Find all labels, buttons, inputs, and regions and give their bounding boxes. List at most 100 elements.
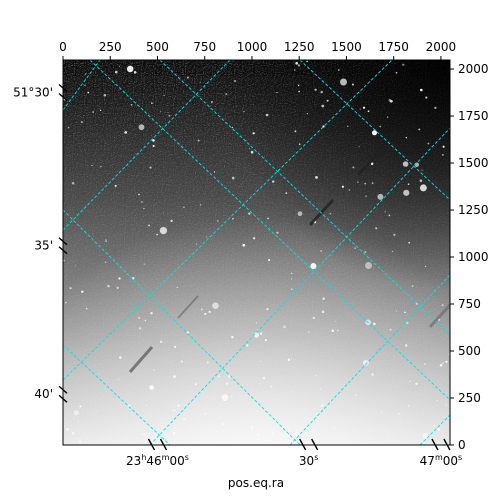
star xyxy=(314,88,317,92)
star xyxy=(405,137,407,139)
star xyxy=(250,426,253,429)
star xyxy=(285,192,288,194)
star xyxy=(67,126,70,129)
star xyxy=(415,302,418,305)
star xyxy=(66,428,69,431)
star xyxy=(379,125,381,128)
grid-line xyxy=(159,60,450,336)
star xyxy=(186,76,189,79)
dec-tick-label: 51°30' xyxy=(13,86,53,100)
star xyxy=(364,250,367,254)
star xyxy=(321,104,325,108)
star xyxy=(310,263,317,270)
star xyxy=(403,189,410,196)
star xyxy=(427,142,430,145)
star xyxy=(380,411,382,413)
star xyxy=(231,176,235,180)
star xyxy=(259,360,262,362)
plot-frame xyxy=(62,59,451,446)
grid-line xyxy=(63,209,301,445)
right-tick-label: 1250 xyxy=(458,203,489,217)
star xyxy=(177,404,180,408)
star xyxy=(63,259,65,262)
star xyxy=(411,285,414,287)
star xyxy=(204,312,207,316)
star xyxy=(78,440,82,443)
grid-line xyxy=(149,127,450,445)
star xyxy=(149,385,154,390)
star xyxy=(85,307,88,310)
dec-tick xyxy=(58,237,68,246)
star xyxy=(335,320,337,323)
star xyxy=(206,236,208,238)
right-tick-label: 500 xyxy=(458,344,481,358)
star xyxy=(217,220,219,222)
star xyxy=(320,90,323,94)
star xyxy=(159,340,163,344)
star xyxy=(114,184,117,187)
top-tick-label: 500 xyxy=(146,40,169,54)
star xyxy=(364,182,367,185)
star xyxy=(362,106,366,109)
grid-line xyxy=(63,60,393,381)
ra-tick-label: 47m00s xyxy=(420,453,463,468)
star xyxy=(133,71,137,74)
star xyxy=(152,144,155,148)
star xyxy=(439,363,443,367)
star xyxy=(424,363,426,365)
star xyxy=(167,111,169,114)
star xyxy=(315,374,317,377)
star xyxy=(144,319,147,322)
wcs-grid-lines xyxy=(63,60,450,445)
star xyxy=(358,146,360,148)
star xyxy=(199,204,202,206)
star xyxy=(436,399,438,402)
star xyxy=(291,390,293,392)
star xyxy=(200,308,203,311)
star xyxy=(146,404,148,406)
star xyxy=(231,126,233,129)
star xyxy=(242,243,246,247)
star xyxy=(130,104,133,106)
star xyxy=(74,265,77,267)
star xyxy=(210,101,213,103)
star xyxy=(316,412,318,415)
star xyxy=(87,91,90,94)
star xyxy=(337,329,339,332)
star xyxy=(170,219,173,223)
dec-tick-label: 35' xyxy=(34,239,53,253)
star xyxy=(140,201,143,203)
star xyxy=(73,410,79,416)
star xyxy=(252,237,256,240)
top-tick-label: 250 xyxy=(99,40,122,54)
dec-tick-label: 40' xyxy=(34,387,53,401)
right-tick-label: 1000 xyxy=(458,250,489,264)
star xyxy=(259,332,263,335)
star xyxy=(373,322,376,326)
star xyxy=(365,262,372,269)
dec-tick xyxy=(58,92,68,102)
star xyxy=(222,422,225,426)
star xyxy=(183,418,186,421)
star xyxy=(119,65,121,67)
star xyxy=(143,263,145,265)
star xyxy=(418,128,421,131)
star xyxy=(243,110,245,113)
star xyxy=(422,432,429,439)
star xyxy=(359,108,361,110)
star xyxy=(116,286,119,289)
star xyxy=(304,408,306,410)
grid-line xyxy=(63,344,171,445)
star xyxy=(272,432,275,435)
star xyxy=(148,224,150,227)
star xyxy=(138,193,140,196)
star xyxy=(99,109,102,112)
astronomical-image xyxy=(63,60,450,445)
star xyxy=(119,356,122,359)
star xyxy=(393,233,396,236)
star xyxy=(433,424,436,427)
ra-tick xyxy=(311,438,319,451)
star xyxy=(287,358,291,361)
star xyxy=(267,217,269,220)
